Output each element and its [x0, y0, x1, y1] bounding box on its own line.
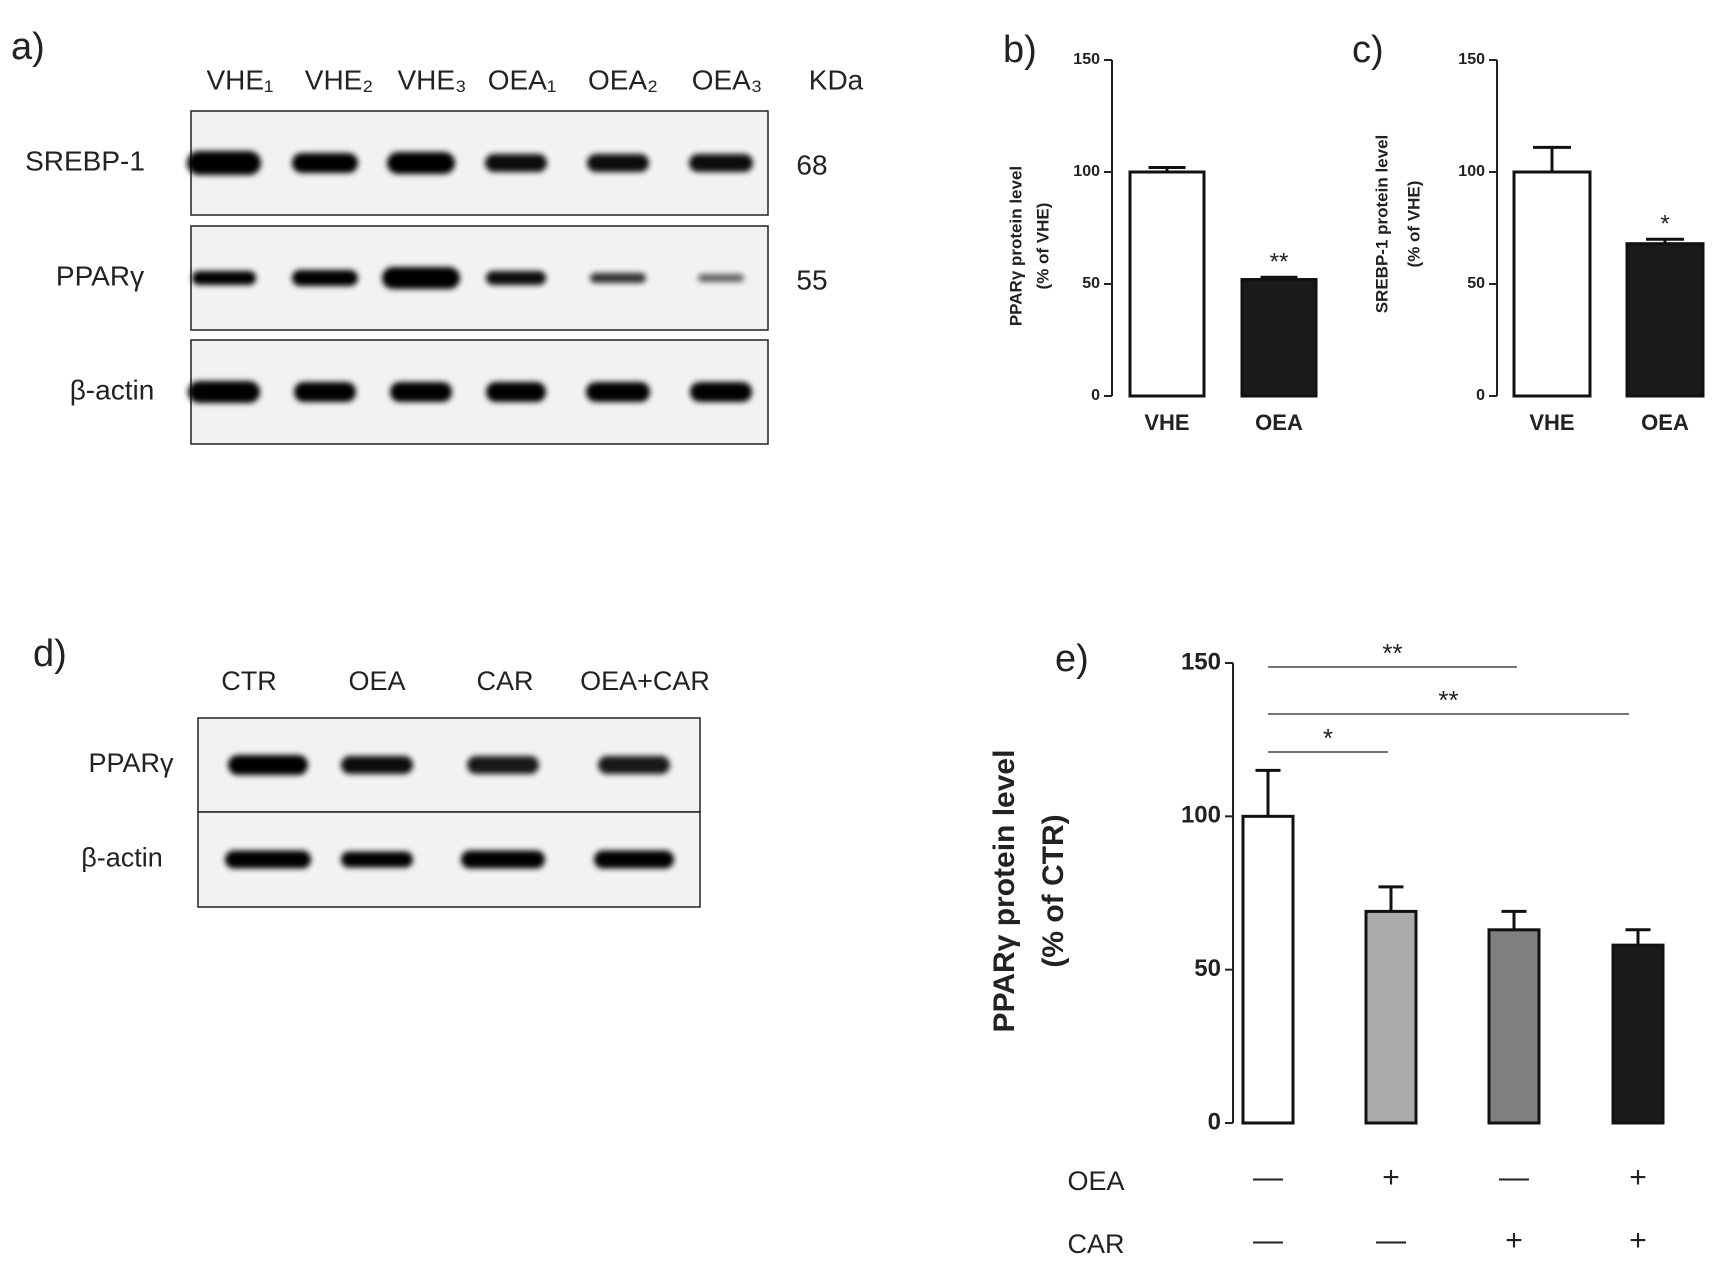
panel-label: c): [1352, 29, 1384, 71]
band: [486, 382, 546, 402]
treatment-sign: —: [1253, 1224, 1283, 1257]
row-label: β-actin: [81, 843, 163, 873]
y-axis-label: PPARγ protein level: [1006, 166, 1025, 326]
x-tick-label: OEA: [1255, 410, 1303, 435]
band: [192, 271, 256, 285]
row-label: PPARγ: [56, 260, 144, 291]
band: [586, 382, 650, 402]
bar: [1487, 928, 1541, 1125]
treatment-sign: —: [1376, 1224, 1406, 1257]
panel-label: a): [11, 26, 45, 68]
lane-label: OEA: [348, 666, 405, 696]
y-tick-label: 0: [1208, 1108, 1221, 1135]
band: [590, 273, 646, 283]
band: [461, 850, 545, 869]
significance-label: **: [1382, 638, 1402, 668]
y-tick-label: 0: [1476, 387, 1485, 404]
y-axis-label: SREBP-1 protein level: [1372, 135, 1391, 314]
bar: [1241, 814, 1295, 1125]
lane-label: OEA+CAR: [580, 666, 710, 696]
band: [390, 382, 452, 402]
band: [594, 850, 674, 869]
kda-label: 68: [796, 149, 827, 180]
treatment-sign: +: [1629, 1224, 1647, 1257]
band: [387, 152, 455, 174]
band: [689, 154, 753, 172]
band: [485, 154, 547, 172]
band: [690, 382, 752, 402]
row-label: β-actin: [70, 374, 155, 405]
lane-label: VHE₁: [206, 64, 273, 95]
band: [292, 270, 358, 286]
blot-panel: [190, 225, 769, 331]
bar: [1240, 278, 1318, 398]
panel-label: e): [1055, 638, 1089, 680]
y-tick-label: 0: [1091, 387, 1100, 404]
band: [587, 154, 649, 172]
y-tick-label: 50: [1467, 275, 1485, 292]
band: [187, 151, 261, 175]
lane-label: VHE₃: [398, 64, 467, 95]
significance-label: *: [1660, 211, 1669, 238]
y-tick-label: 50: [1194, 955, 1221, 982]
x-tick-label: OEA: [1641, 410, 1689, 435]
lane-label: CTR: [221, 666, 277, 696]
x-tick-label: VHE: [1529, 410, 1574, 435]
bar: [1611, 943, 1665, 1125]
kda-label: 55: [796, 264, 827, 295]
y-axis-label: (% of CTR): [1037, 814, 1070, 967]
y-axis-label: PPARγ protein level: [988, 750, 1021, 1033]
band: [225, 850, 311, 869]
band: [228, 755, 308, 775]
treatment-sign: +: [1629, 1161, 1647, 1194]
significance-label: **: [1438, 685, 1458, 715]
band: [467, 756, 539, 774]
treatment-sign: —: [1499, 1161, 1529, 1194]
band: [292, 153, 358, 173]
y-tick-label: 150: [1181, 648, 1221, 675]
bar: [1512, 170, 1592, 398]
treatment-sign: +: [1382, 1161, 1400, 1194]
panel-label: b): [1003, 29, 1037, 71]
treatment-sign: —: [1253, 1161, 1283, 1194]
y-tick-label: 100: [1181, 802, 1221, 829]
y-tick-label: 100: [1458, 163, 1485, 180]
lane-label: OEA₁: [488, 64, 557, 95]
band: [341, 756, 413, 774]
lane-label: CAR: [476, 666, 533, 696]
y-tick-label: 150: [1073, 51, 1100, 68]
lane-label: OEA₂: [588, 64, 658, 95]
bar: [1364, 909, 1418, 1125]
band: [598, 756, 670, 774]
significance-label: *: [1323, 723, 1333, 753]
unit-label: KDa: [809, 64, 864, 95]
blot-panel: [190, 110, 769, 216]
treatment-label: CAR: [1067, 1229, 1124, 1259]
y-tick-label: 150: [1458, 51, 1485, 68]
band: [294, 382, 356, 402]
significance-label: **: [1270, 249, 1289, 276]
bar: [1128, 170, 1206, 398]
y-axis-label: (% of VHE): [1033, 203, 1052, 290]
treatment-label: OEA: [1067, 1166, 1124, 1196]
x-tick-label: VHE: [1144, 410, 1189, 435]
y-tick-label: 50: [1082, 275, 1100, 292]
treatment-sign: +: [1505, 1224, 1523, 1257]
lane-label: VHE₂: [305, 64, 373, 95]
band: [486, 271, 546, 285]
y-axis-label: (% of VHE): [1404, 181, 1423, 268]
row-label: SREBP-1: [25, 145, 145, 176]
band: [341, 851, 413, 868]
band: [188, 381, 260, 403]
band: [382, 267, 460, 289]
panel-label: d): [33, 633, 67, 675]
blot-panel: [190, 339, 769, 445]
band: [698, 274, 744, 282]
lane-label: OEA₃: [692, 64, 763, 95]
y-tick-label: 100: [1073, 163, 1100, 180]
row-label: PPARγ: [88, 748, 174, 778]
bar: [1625, 242, 1705, 398]
